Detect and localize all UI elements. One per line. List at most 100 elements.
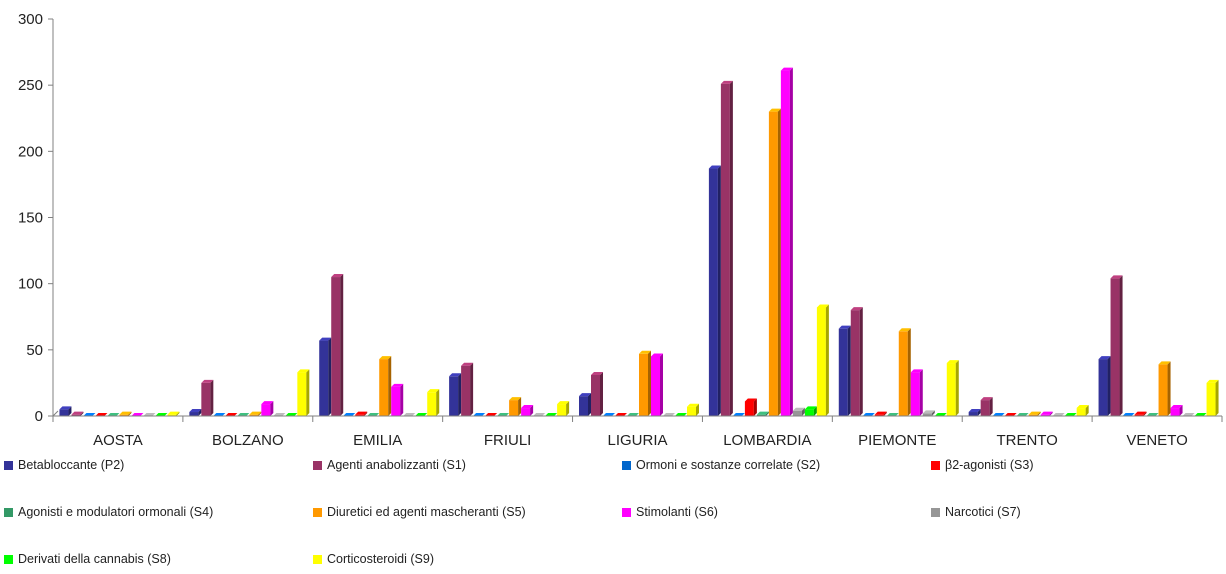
bar-side: [753, 398, 757, 416]
bar-side: [989, 397, 993, 416]
x-tick-label: AOSTA: [93, 432, 143, 449]
y-tick-label: 200: [18, 143, 43, 160]
bar-side: [566, 401, 570, 416]
bar-side: [1119, 275, 1123, 416]
bar-front: [1098, 359, 1108, 417]
bar: [792, 407, 805, 417]
bar-side: [907, 328, 911, 416]
bar-side: [600, 371, 603, 416]
bar-top: [557, 401, 570, 405]
bar: [319, 337, 332, 417]
bar-front: [449, 376, 459, 417]
bar-side: [470, 362, 474, 416]
bar: [816, 304, 829, 417]
x-tick-label: PIEMONTE: [858, 432, 936, 449]
bar-top: [355, 411, 368, 415]
bar-front: [297, 372, 307, 417]
bar-side: [388, 356, 392, 416]
bar: [756, 411, 769, 417]
bar-top: [756, 411, 769, 415]
bar-top: [780, 67, 793, 71]
x-tick-label: BOLZANO: [212, 432, 284, 449]
bar-front: [838, 328, 848, 417]
bar-side: [717, 165, 721, 416]
bar-front: [1028, 414, 1038, 417]
bar-front: [509, 400, 519, 417]
bar-side: [977, 409, 981, 416]
bar-top: [675, 413, 687, 416]
y-tick-label: 50: [26, 342, 43, 359]
bar-front: [355, 414, 365, 417]
bar: [1076, 405, 1089, 417]
bar-top: [319, 337, 332, 341]
bar-side: [919, 369, 923, 416]
bar-front: [898, 331, 908, 417]
bar-side: [1179, 405, 1183, 416]
bar-front: [461, 365, 471, 417]
bar: [427, 389, 440, 417]
bar-front: [816, 307, 826, 417]
bar-side: [68, 406, 72, 416]
bar-top: [1122, 413, 1135, 416]
bar: [71, 411, 84, 417]
bar-top: [427, 389, 440, 393]
bar-top: [521, 405, 534, 409]
bar-front: [1110, 278, 1120, 417]
bar-top: [367, 413, 380, 416]
bar-top: [167, 411, 180, 415]
bar: [910, 369, 923, 417]
bar-top: [946, 360, 959, 364]
bar-front: [557, 404, 567, 417]
bar-top: [95, 413, 108, 416]
bar-top: [273, 413, 286, 416]
bar: [297, 369, 310, 417]
bar-side: [696, 403, 699, 416]
bar-side: [400, 383, 404, 416]
bar-side: [128, 411, 132, 416]
bar-side: [210, 379, 214, 416]
bar-top: [249, 411, 262, 415]
bar-top: [473, 413, 486, 416]
bar-top: [461, 362, 474, 366]
bar-front: [639, 353, 648, 417]
bar-side: [801, 407, 805, 416]
bar-side: [270, 401, 274, 416]
bar-top: [591, 371, 603, 375]
bar-top: [1016, 413, 1029, 416]
bar-top: [213, 413, 226, 416]
bar-side: [198, 409, 202, 416]
bar-front: [591, 374, 600, 417]
bar-side: [530, 405, 534, 416]
bar-top: [497, 413, 510, 416]
bar-top: [1170, 405, 1183, 409]
bar-side: [859, 307, 863, 416]
bar-top: [768, 108, 781, 112]
bar-front: [379, 359, 389, 417]
bar-side: [588, 393, 591, 416]
bar-top: [1206, 379, 1219, 383]
bar-front: [850, 310, 860, 417]
x-tick-label: FRIULI: [484, 432, 532, 449]
bar-side: [436, 389, 440, 416]
bar-front: [768, 111, 778, 417]
bar-front: [687, 406, 696, 417]
bar: [1158, 361, 1171, 417]
bar-front: [756, 414, 766, 417]
x-axis-depth: [52, 410, 59, 417]
x-tick-label: LOMBARDIA: [723, 432, 811, 449]
bar-top: [732, 413, 745, 416]
bar: [557, 401, 570, 417]
bar: [850, 307, 863, 417]
bar-side: [777, 108, 781, 416]
bar-side: [825, 304, 829, 416]
bar-side: [813, 406, 817, 416]
bar-side: [328, 337, 332, 416]
bar: [1028, 411, 1041, 417]
bar-side: [1049, 411, 1053, 416]
bar-front: [1170, 408, 1180, 417]
bar-top: [343, 413, 356, 416]
bar-front: [1040, 414, 1050, 417]
bar: [1098, 356, 1111, 417]
bar-top: [816, 304, 829, 308]
bar: [744, 398, 757, 417]
